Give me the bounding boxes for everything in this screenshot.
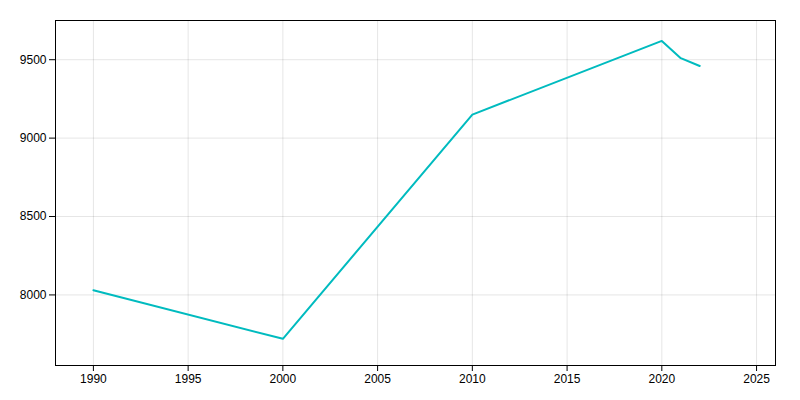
svg-text:2000: 2000 [270, 372, 297, 386]
svg-text:2010: 2010 [459, 372, 486, 386]
svg-text:9000: 9000 [20, 131, 47, 145]
svg-text:8500: 8500 [20, 209, 47, 223]
svg-text:1990: 1990 [80, 372, 107, 386]
svg-text:8000: 8000 [20, 288, 47, 302]
svg-text:2025: 2025 [743, 372, 770, 386]
svg-text:2015: 2015 [554, 372, 581, 386]
svg-text:1995: 1995 [175, 372, 202, 386]
svg-text:2005: 2005 [364, 372, 391, 386]
svg-text:9500: 9500 [20, 53, 47, 67]
svg-text:2020: 2020 [648, 372, 675, 386]
